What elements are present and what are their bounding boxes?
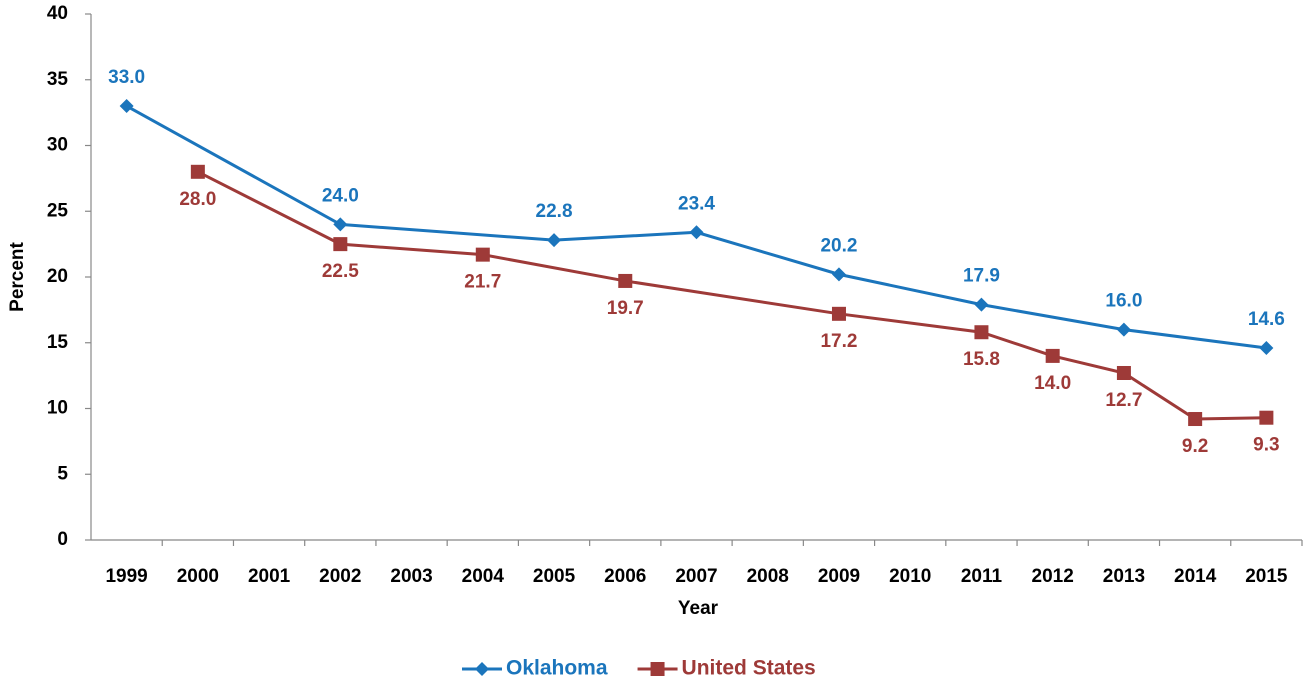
data-point [618,273,633,288]
data-point [333,217,348,232]
data-label: 9.2 [1182,436,1208,457]
data-point [831,306,846,321]
data-point [831,267,846,282]
y-tick-label: 40 [47,3,68,24]
data-point [119,99,134,114]
data-label: 17.9 [963,266,1000,287]
x-axis-title: Year [678,598,719,619]
x-tick-label: 2003 [390,566,432,587]
y-tick-label: 15 [47,332,69,353]
y-tick-label: 25 [47,200,69,221]
data-label: 16.0 [1105,291,1142,312]
series-line [125,104,1267,350]
x-tick-label: 2010 [889,566,931,587]
data-label: 22.5 [322,261,359,282]
data-label: 19.7 [607,298,644,319]
x-tick-label: 2001 [248,566,291,587]
x-tick-label: 2004 [462,566,505,587]
legend-label: Oklahoma [506,657,608,680]
x-tick-label: 2012 [1032,566,1074,587]
legend-marker [650,662,665,676]
data-label: 21.7 [464,272,501,293]
data-point [475,247,490,262]
legend-label: United States [682,657,816,680]
x-tick-label: 2002 [319,566,361,587]
data-label: 24.0 [322,185,359,206]
y-tick-label: 0 [57,529,68,550]
x-tick-label: 2006 [604,566,646,587]
data-point [1116,322,1131,337]
data-label: 20.2 [820,235,857,256]
x-tick-label: 2005 [533,566,576,587]
x-tick-label: 2014 [1174,566,1217,587]
legend-marker [475,662,489,676]
y-tick-label: 10 [47,398,68,419]
data-label: 9.3 [1253,435,1279,456]
data-point [1259,410,1274,425]
data-label: 14.0 [1034,373,1071,394]
x-tick-label: 1999 [105,566,147,587]
x-tick-label: 2011 [961,566,1003,587]
data-label: 22.8 [536,201,573,222]
data-label: 33.0 [108,67,145,88]
data-point [547,233,562,248]
data-point [1116,365,1131,380]
data-point [1259,341,1274,356]
data-point [974,325,989,340]
data-label: 23.4 [678,193,715,214]
x-tick-label: 2007 [675,566,717,587]
data-label: 28.0 [179,189,216,210]
x-tick-label: 2000 [177,566,219,587]
series-line [197,170,1267,421]
x-tick-label: 2013 [1103,566,1145,587]
data-point [1045,348,1060,363]
data-point [333,237,348,252]
y-tick-label: 35 [47,69,69,90]
y-axis-title: Percent [7,241,28,311]
data-point [1188,412,1203,427]
data-label: 17.2 [820,331,857,352]
y-tick-label: 5 [57,463,68,484]
x-tick-label: 2015 [1245,566,1288,587]
data-label: 14.6 [1248,309,1285,330]
y-tick-label: 20 [47,266,68,287]
x-tick-label: 2008 [747,566,789,587]
y-tick-label: 30 [47,135,68,156]
data-point [190,164,205,179]
data-label: 15.8 [963,349,1000,370]
x-tick-label: 2009 [818,566,860,587]
data-label: 12.7 [1105,390,1142,411]
data-point [974,297,989,312]
data-point [689,225,704,240]
